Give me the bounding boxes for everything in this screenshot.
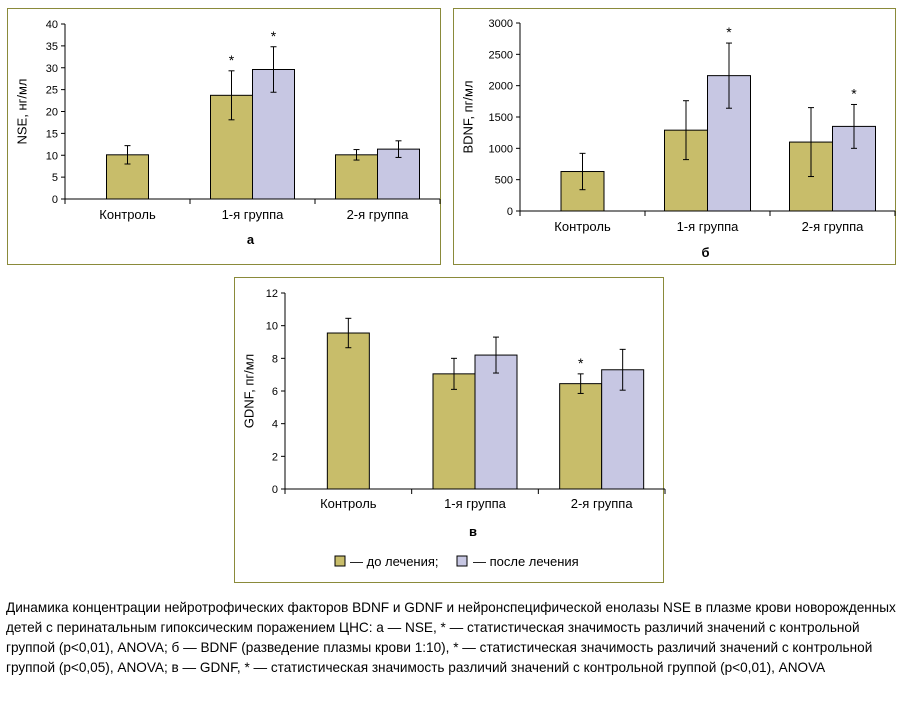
figure-caption: Динамика концентрации нейротрофических ф… [6,598,899,678]
legend-swatch-after [456,555,468,567]
y-tick-label: 15 [46,128,58,140]
y-tick-label: 6 [272,386,278,398]
y-tick-label: 2 [272,451,278,463]
y-tick-label: 500 [495,175,513,187]
chart-panel-c: 0 2 4 6 8 10 12 Контроль 1-я группа 2-я группа * GD… [234,277,666,583]
y-tick-label: 3000 [489,18,513,30]
bar-before-2 [432,373,476,490]
x-tick-label: 2-я группа [347,207,410,222]
y-tick-label: 0 [507,206,513,218]
y-tick-label: 0 [52,194,58,206]
y-tick-label: 30 [46,63,58,75]
chart-b-svg: 0 500 1000 1500 2000 2500 3000 Контроль 1-я груп… [460,18,896,260]
legend-swatch-before [334,555,346,567]
y-tick-label: 40 [46,19,58,31]
caption-text: Динамика концентрации нейротрофических ф… [6,600,896,675]
y-tick-label: 2500 [489,49,513,61]
x-tick-label: 1-я группа [444,496,507,511]
x-tick-label: Контроль [554,219,611,234]
x-tick-label: 2-я группа [571,496,634,511]
significance-marker: * [271,28,277,44]
y-tick-label: 8 [272,353,278,365]
y-tick-label: 25 [46,85,58,97]
legend: — до лечения; — после лечения [334,554,579,569]
y-axis-label: GDNF, пг/мл [241,354,256,429]
chart-panel-b: 0 500 1000 1500 2000 2500 3000 Контроль 1-я груп… [453,8,896,265]
chart-c-svg: 0 2 4 6 8 10 12 Контроль 1-я группа 2-я группа * GD… [241,288,666,569]
x-tick-label: 2-я группа [802,219,865,234]
y-tick-label: 35 [46,41,58,53]
y-tick-label: 12 [266,288,278,300]
y-tick-label: 4 [272,419,278,431]
y-tick-label: 0 [272,484,278,496]
y-tick-label: 10 [266,321,278,333]
bar-after-2 [474,354,518,490]
y-tick-label: 10 [46,150,58,162]
x-tick-label: Контроль [99,207,156,222]
panel-label: б [701,245,709,260]
x-tick-label: 1-я группа [222,207,285,222]
significance-marker: * [229,52,235,68]
panel-label: в [469,524,477,539]
y-tick-label: 2000 [489,81,513,93]
legend-label-after: — после лечения [473,554,579,569]
significance-marker: * [851,85,857,101]
significance-marker: * [578,355,584,371]
legend-label-before: — до лечения; [350,554,439,569]
x-tick-label: Контроль [320,496,377,511]
x-tick-label: 1-я группа [677,219,740,234]
bar-before-3 [335,154,378,200]
bar-before-3 [559,383,603,490]
bar-before-1 [326,332,370,490]
y-tick-label: 1500 [489,112,513,124]
y-axis-label: BDNF, пг/мл [460,80,475,153]
y-tick-label: 1000 [489,143,513,155]
y-tick-label: 20 [46,107,58,119]
chart-panel-a: 0 5 10 15 20 25 30 35 40 Контроль 1-я группа 2-я гр… [7,8,441,265]
chart-a-svg: 0 5 10 15 20 25 30 35 40 Контроль 1-я группа 2-я гр… [14,19,441,247]
significance-marker: * [726,24,732,40]
y-tick-label: 5 [52,172,58,184]
panel-label: а [247,232,255,247]
y-axis-label: NSE, нг/мл [14,78,29,144]
